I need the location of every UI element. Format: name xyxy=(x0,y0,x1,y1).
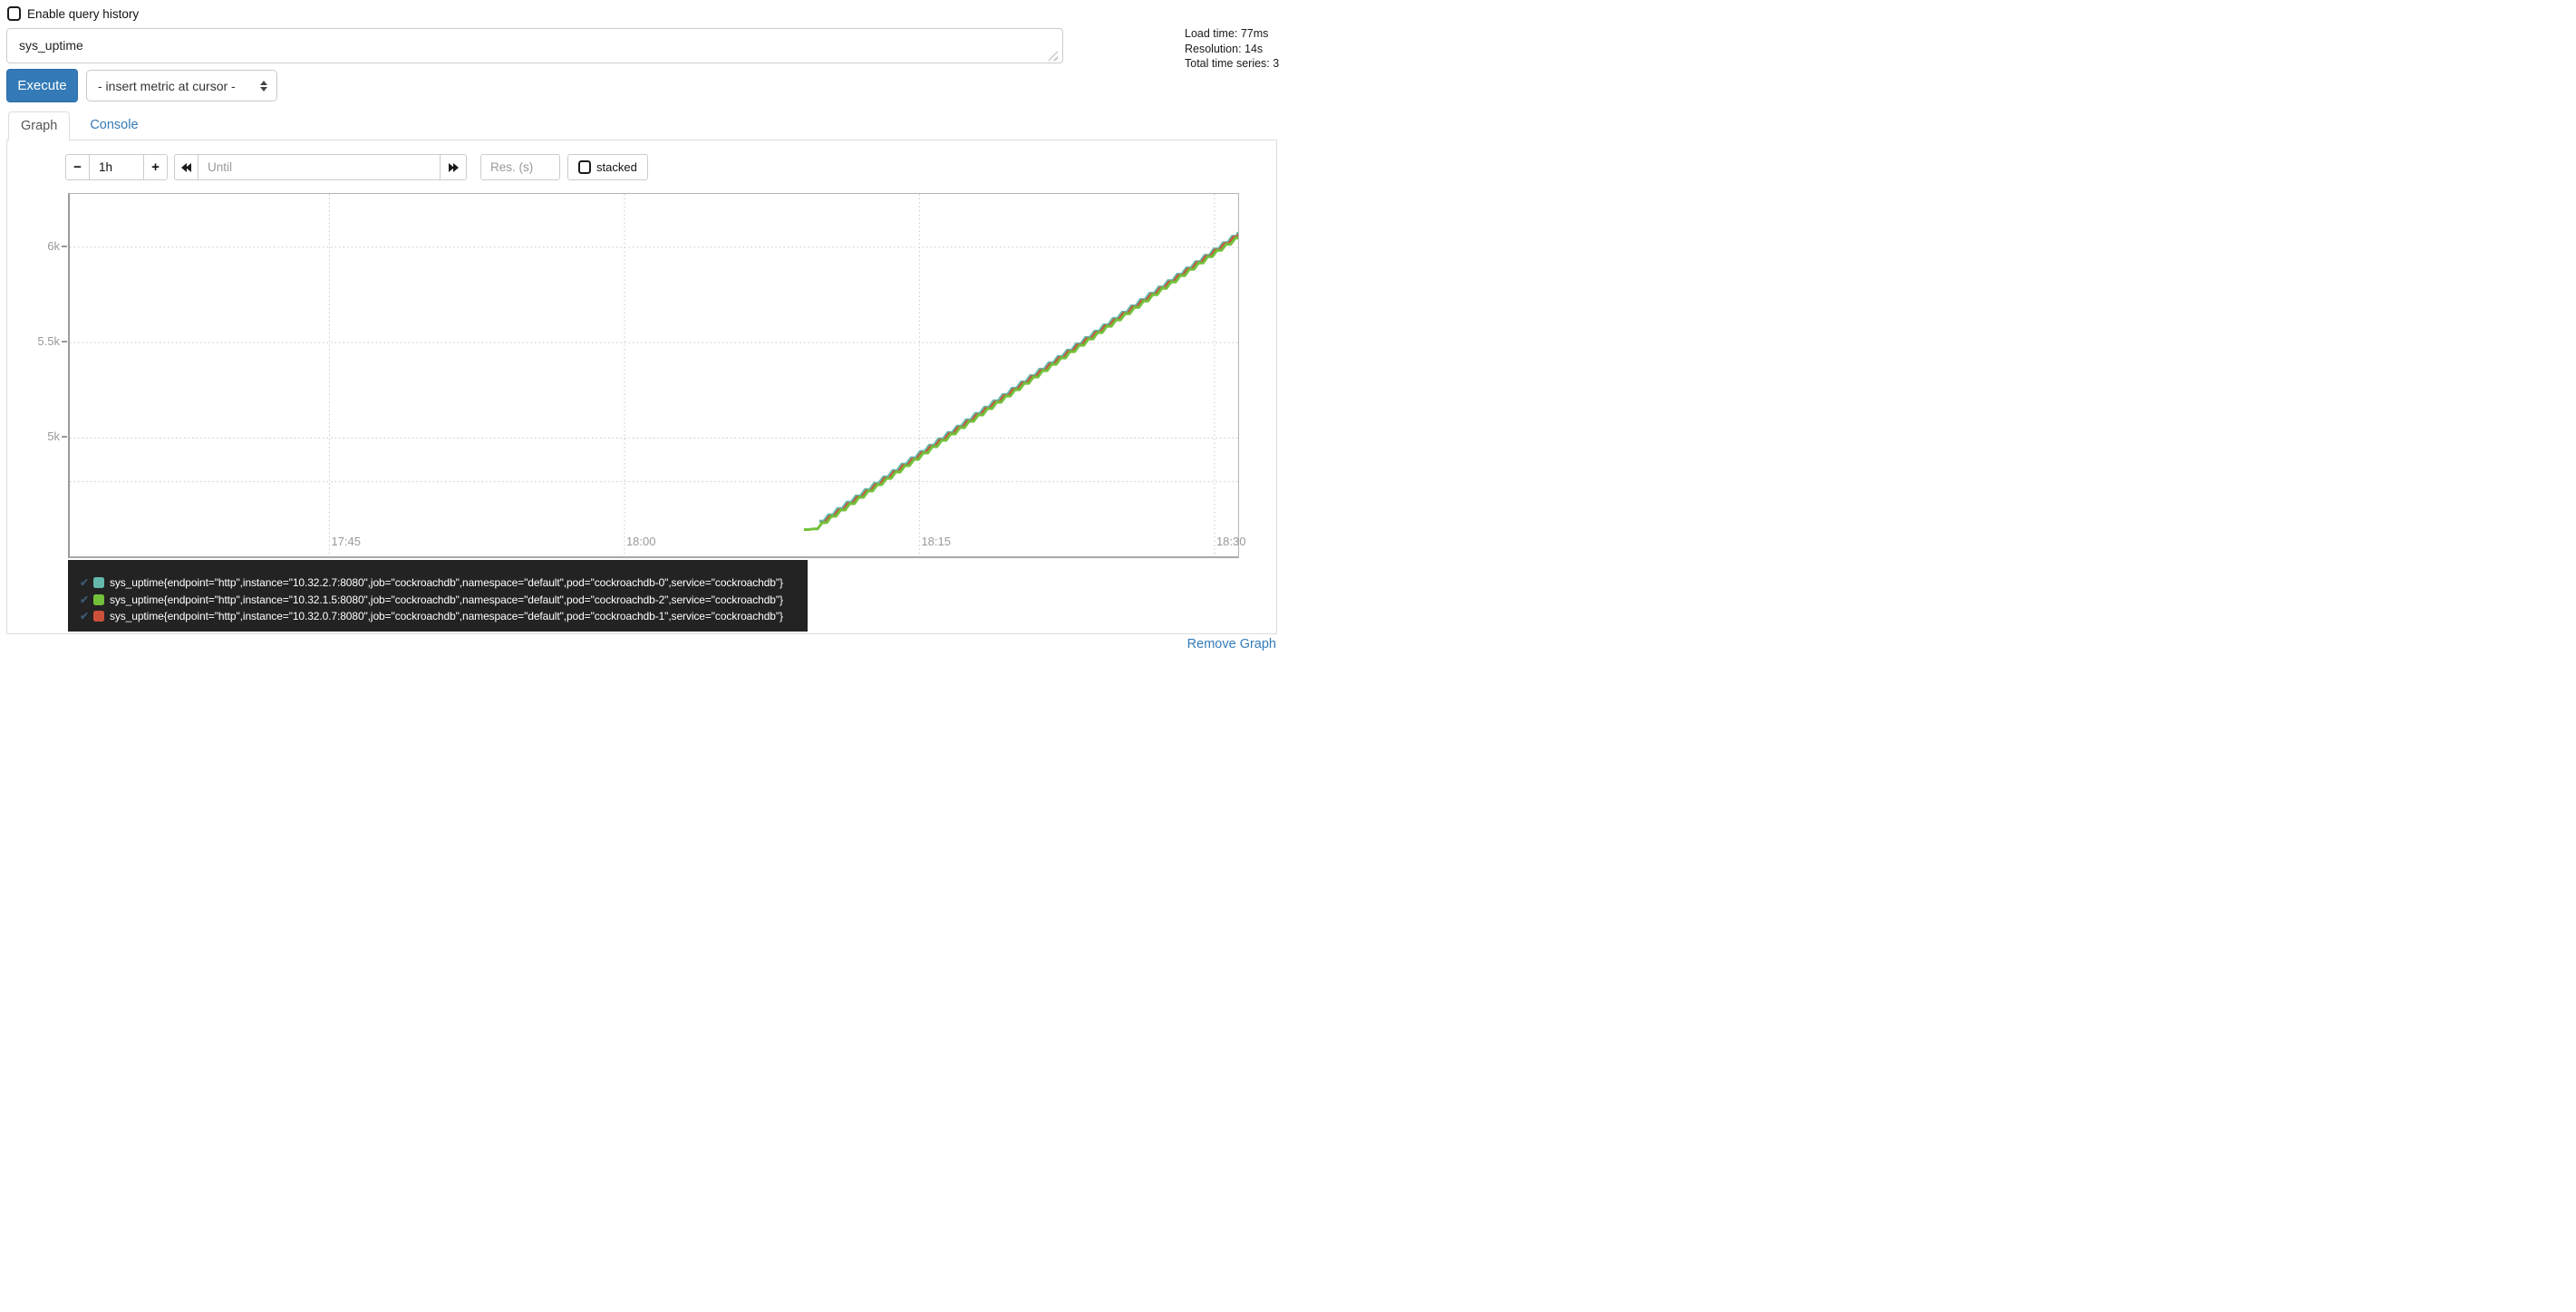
y-axis-label: 5k xyxy=(47,429,60,444)
x-axis-label: 17:45 xyxy=(331,535,361,548)
enable-query-history-toggle[interactable]: Enable query history xyxy=(7,6,139,21)
series-label: sys_uptime{endpoint="http",instance="10.… xyxy=(109,610,783,623)
chart-plot-area[interactable] xyxy=(68,193,1239,558)
execute-button[interactable]: Execute xyxy=(6,69,78,102)
query-history-checkbox-icon[interactable] xyxy=(7,6,21,21)
dropdown-arrows-icon xyxy=(260,80,267,92)
until-input[interactable] xyxy=(199,154,440,180)
series-label: sys_uptime{endpoint="http",instance="10.… xyxy=(109,593,783,606)
series-line xyxy=(820,234,1238,525)
tab-console[interactable]: Console xyxy=(90,118,139,132)
stacked-label: stacked xyxy=(596,160,637,174)
remove-graph-link[interactable]: Remove Graph xyxy=(1186,637,1276,651)
series-toggle-check-icon[interactable]: ✔ xyxy=(80,576,89,590)
x-axis-label: 18:15 xyxy=(921,535,951,548)
range-control-group: − + xyxy=(65,154,168,180)
view-tabs: Graph Console xyxy=(6,111,150,140)
range-grow-button[interactable]: + xyxy=(143,154,168,180)
stacked-checkbox-icon[interactable] xyxy=(578,160,591,174)
y-axis-label: 6k xyxy=(47,238,60,253)
y-axis-tick xyxy=(62,245,67,247)
series-label: sys_uptime{endpoint="http",instance="10.… xyxy=(109,576,783,590)
series-color-swatch xyxy=(92,577,104,589)
x-axis-label: 18:00 xyxy=(625,535,656,548)
y-axis-tick xyxy=(62,436,67,439)
y-axis-tick xyxy=(62,341,67,343)
series-toggle-check-icon[interactable]: ✔ xyxy=(80,593,89,606)
series-legend: ✔ sys_uptime{endpoint="http",instance="10… xyxy=(68,560,808,632)
query-history-label: Enable query history xyxy=(27,6,140,21)
legend-row[interactable]: ✔ sys_uptime{endpoint="http",instance="10… xyxy=(80,574,799,592)
until-control-group xyxy=(174,154,467,180)
series-color-swatch xyxy=(92,611,104,622)
legend-row[interactable]: ✔ sys_uptime{endpoint="http",instance="10… xyxy=(80,608,799,625)
series-toggle-check-icon[interactable]: ✔ xyxy=(80,610,89,623)
insert-metric-selected-value: - insert metric at cursor - xyxy=(98,78,236,93)
insert-metric-dropdown[interactable]: - insert metric at cursor - xyxy=(86,70,277,101)
query-expression-input[interactable]: sys_uptime xyxy=(6,28,1063,63)
uptime-line-chart xyxy=(70,194,1238,556)
x-axis-label: 18:30 xyxy=(1215,535,1246,548)
time-rewind-button[interactable] xyxy=(174,154,199,180)
series-line xyxy=(818,231,1238,523)
range-shrink-button[interactable]: − xyxy=(65,154,90,180)
tab-graph[interactable]: Graph xyxy=(8,111,71,140)
total-time-series: Total time series: 3 xyxy=(1185,57,1280,70)
prometheus-expression-browser: Enable query history sys_uptime Load tim… xyxy=(0,0,1288,656)
series-line xyxy=(803,236,1238,531)
y-axis-label: 5.5k xyxy=(37,334,60,349)
resolution-input[interactable] xyxy=(480,154,560,180)
range-input[interactable] xyxy=(90,154,143,180)
forward-icon xyxy=(448,162,459,172)
series-color-swatch xyxy=(92,593,104,605)
load-time: Load time: 77ms xyxy=(1185,27,1269,40)
query-stats: Load time: 77ms Resolution: 14s Total ti… xyxy=(1185,26,1279,72)
rewind-icon xyxy=(181,162,191,172)
textarea-resize-grip-icon[interactable] xyxy=(1048,51,1058,61)
time-forward-button[interactable] xyxy=(440,154,467,180)
legend-row[interactable]: ✔ sys_uptime{endpoint="http",instance="10… xyxy=(80,592,799,609)
resolution: Resolution: 14s xyxy=(1185,42,1264,55)
stacked-toggle[interactable]: stacked xyxy=(567,154,648,180)
